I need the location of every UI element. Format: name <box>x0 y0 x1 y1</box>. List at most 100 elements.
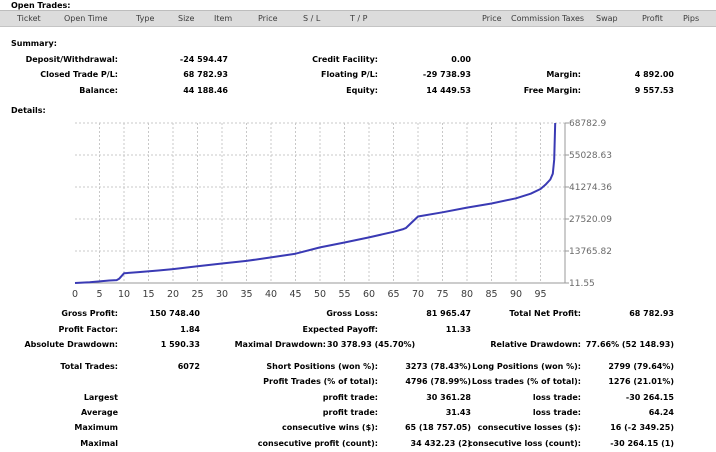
col-profit[interactable]: Profit <box>642 14 663 23</box>
y-tick-label: 41274.36 <box>569 183 612 193</box>
x-tick-label: 50 <box>314 289 326 300</box>
net-profit-label: Total Net Profit: <box>509 309 581 318</box>
x-tick-label: 35 <box>240 289 252 300</box>
x-tick-label: 40 <box>265 289 277 300</box>
floating-label: Floating P/L: <box>321 70 378 79</box>
absolute-drawdown-value: 1 590.33 <box>160 340 200 349</box>
y-tick-label: 11.55 <box>569 279 595 289</box>
largest-loss-value: -30 264.15 <box>625 393 674 402</box>
maximal-consecutive-profit-value: 34 432.23 (2) <box>410 439 471 448</box>
gross-loss-label: Gross Loss: <box>326 309 378 318</box>
x-tick-label: 15 <box>142 289 154 300</box>
x-tick-label: 25 <box>191 289 203 300</box>
margin-label: Margin: <box>546 70 581 79</box>
maximal-drawdown-label: Maximal Drawdown: <box>234 340 326 349</box>
credit-value: 0.00 <box>451 55 471 64</box>
open-trades-header: Ticket Open Time Type Size Item Price S … <box>0 10 716 27</box>
profit-trades-value: 4796 (78.99%) <box>405 377 471 386</box>
average-label: Average <box>80 408 118 417</box>
largest-profit-label: profit trade: <box>322 393 378 402</box>
closed-trade-value: 68 782.93 <box>183 70 228 79</box>
closed-trade-label: Closed Trade P/L: <box>40 70 118 79</box>
short-positions-value: 3273 (78.43%) <box>405 362 471 371</box>
y-tick-label: 55028.63 <box>569 151 612 161</box>
y-tick-label: 68782.9 <box>569 119 606 129</box>
col-pips[interactable]: Pips <box>683 14 700 23</box>
absolute-drawdown-label: Absolute Drawdown: <box>24 340 118 349</box>
x-tick-label: 85 <box>485 289 497 300</box>
balance-label: Balance: <box>79 86 118 95</box>
profit-trades-label: Profit Trades (% of total): <box>263 377 378 386</box>
free-margin-value: 9 557.53 <box>634 86 674 95</box>
balance-value: 44 188.46 <box>183 86 228 95</box>
col-ticket[interactable]: Ticket <box>17 14 41 23</box>
x-tick-label: 75 <box>436 289 448 300</box>
x-tick-label: 90 <box>510 289 522 300</box>
gross-loss-value: 81 965.47 <box>426 309 471 318</box>
max-consecutive-losses-label: consecutive losses ($): <box>477 423 581 432</box>
relative-drawdown-label: Relative Drawdown: <box>490 340 581 349</box>
x-tick-label: 55 <box>338 289 350 300</box>
x-tick-label: 60 <box>363 289 375 300</box>
col-open-time[interactable]: Open Time <box>64 14 108 23</box>
col-size[interactable]: Size <box>178 14 195 23</box>
open-trades-title: Open Trades: <box>11 1 71 10</box>
average-profit-label: profit trade: <box>322 408 378 417</box>
free-margin-label: Free Margin: <box>523 86 581 95</box>
max-consecutive-wins-label: consecutive wins ($): <box>281 423 378 432</box>
short-positions-label: Short Positions (won %): <box>266 362 378 371</box>
y-tick-label: 13765.82 <box>569 247 612 257</box>
maximal-consecutive-loss-value: -30 264.15 (1) <box>610 439 674 448</box>
equity-label: Equity: <box>346 86 378 95</box>
long-positions-label: Long Positions (won %): <box>472 362 581 371</box>
net-profit-value: 68 782.93 <box>629 309 674 318</box>
x-tick-label: 65 <box>387 289 399 300</box>
maximal-consecutive-loss-label: consecutive loss (count): <box>467 439 581 448</box>
maximal-drawdown-value: 30 378.93 (45.70%) <box>327 340 416 349</box>
total-trades-value: 6072 <box>177 362 200 371</box>
x-tick-label: 30 <box>216 289 228 300</box>
relative-drawdown-value: 77.66% (52 148.93) <box>585 340 674 349</box>
x-tick-label: 10 <box>118 289 130 300</box>
loss-trades-label: Loss trades (% of total): <box>471 377 581 386</box>
max-consecutive-wins-value: 65 (18 757.05) <box>404 423 471 432</box>
col-commission[interactable]: Commission <box>511 14 560 23</box>
floating-value: -29 738.93 <box>422 70 471 79</box>
x-tick-label: 5 <box>96 289 102 300</box>
col-item[interactable]: Item <box>214 14 233 23</box>
average-loss-value: 64.24 <box>648 408 674 417</box>
chart-axes <box>75 122 569 284</box>
y-tick-label: 27520.09 <box>569 215 612 225</box>
gross-profit-value: 150 748.40 <box>149 309 200 318</box>
x-tick-label: 0 <box>72 289 78 300</box>
col-swap[interactable]: Swap <box>596 14 618 23</box>
details-title: Details: <box>11 106 46 115</box>
largest-loss-label: loss trade: <box>532 393 581 402</box>
gross-profit-label: Gross Profit: <box>61 309 118 318</box>
equity-value: 14 449.53 <box>426 86 471 95</box>
col-taxes[interactable]: Taxes <box>562 14 585 23</box>
total-trades-label: Total Trades: <box>60 362 118 371</box>
max-consecutive-losses-value: 16 (-2 349.25) <box>610 423 674 432</box>
col-price[interactable]: Price <box>258 14 278 23</box>
largest-label: Largest <box>83 393 118 402</box>
chart-grid <box>75 122 565 284</box>
expected-payoff-label: Expected Payoff: <box>302 325 378 334</box>
profit-factor-value: 1.84 <box>180 325 200 334</box>
largest-profit-value: 30 361.28 <box>426 393 471 402</box>
col-close-price[interactable]: Price <box>482 14 502 23</box>
margin-value: 4 892.00 <box>634 70 674 79</box>
col-tp[interactable]: T / P <box>350 14 368 23</box>
x-tick-label: 20 <box>167 289 179 300</box>
col-type[interactable]: Type <box>136 14 155 23</box>
x-tick-label: 70 <box>412 289 424 300</box>
loss-trades-value: 1276 (21.01%) <box>608 377 674 386</box>
long-positions-value: 2799 (79.64%) <box>608 362 674 371</box>
col-sl[interactable]: S / L <box>303 14 321 23</box>
balance-line-series-0 <box>74 122 557 284</box>
maximal-label: Maximal <box>80 439 118 448</box>
x-tick-label: 95 <box>534 289 546 300</box>
deposit-label: Deposit/Withdrawal: <box>25 55 118 64</box>
chart-marks <box>74 122 557 284</box>
